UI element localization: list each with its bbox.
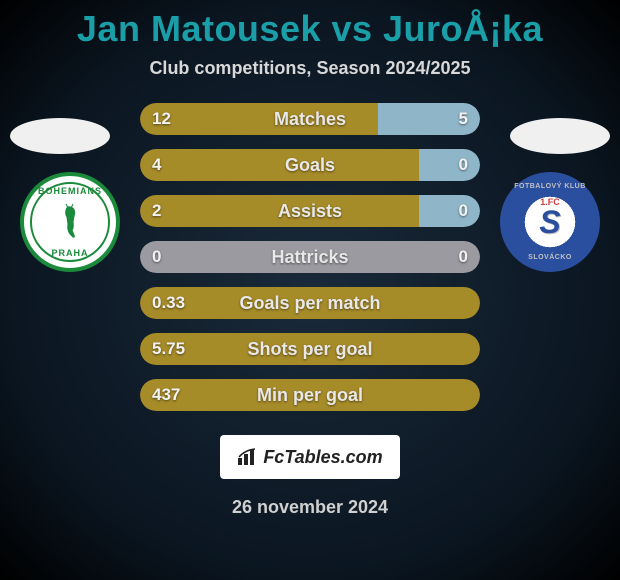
stat-row: 00Hattricks — [140, 241, 480, 273]
stat-row: 40Goals — [140, 149, 480, 181]
stats-bars: 125Matches 40Goals 20Assists 00Hattricks 0.3… — [140, 103, 480, 425]
stat-label: Goals per match — [140, 287, 480, 319]
stat-label: Shots per goal — [140, 333, 480, 365]
stat-label: Matches — [140, 103, 480, 135]
stat-label: Assists — [140, 195, 480, 227]
stat-row: 125Matches — [140, 103, 480, 135]
stat-row: 5.75Shots per goal — [140, 333, 480, 365]
stat-label: Goals — [140, 149, 480, 181]
stat-label: Min per goal — [140, 379, 480, 411]
brand-bars-icon — [237, 448, 259, 466]
stat-row: 20Assists — [140, 195, 480, 227]
brand-box[interactable]: FcTables.com — [220, 435, 400, 479]
stat-row: 437Min per goal — [140, 379, 480, 411]
stat-label: Hattricks — [140, 241, 480, 273]
subtitle: Club competitions, Season 2024/2025 — [0, 58, 620, 79]
stat-row: 0.33Goals per match — [140, 287, 480, 319]
page-title: Jan Matousek vs JuroÅ¡ka — [0, 0, 620, 50]
brand-label: FcTables.com — [263, 447, 382, 468]
date-label: 26 november 2024 — [0, 497, 620, 518]
